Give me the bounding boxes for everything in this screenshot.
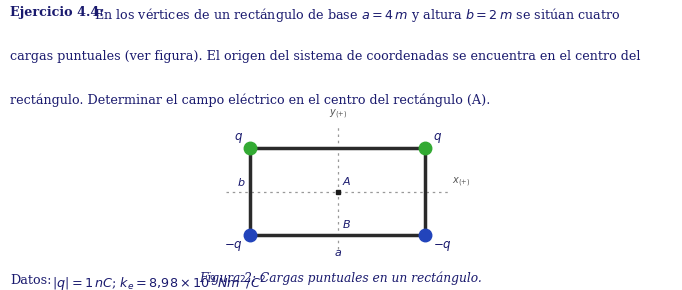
Text: $q$: $q$: [433, 130, 442, 145]
Text: Figura 2: Cargas puntuales en un rectángulo.: Figura 2: Cargas puntuales en un rectáng…: [200, 272, 482, 285]
Text: rectángulo. Determinar el campo eléctrico en el centro del rectángulo (A).: rectángulo. Determinar el campo eléctric…: [10, 94, 490, 108]
Text: $q$: $q$: [233, 130, 243, 145]
Text: $y_{(+)}$: $y_{(+)}$: [329, 108, 347, 121]
Text: cargas puntuales (ver figura). El origen del sistema de coordenadas se encuentra: cargas puntuales (ver figura). El origen…: [10, 50, 640, 63]
Text: Datos:: Datos:: [10, 274, 52, 287]
Text: $|q| = 1\,nC$; $k_e = 8{,}98 \times 10^9\,Nm^2/C^2$: $|q| = 1\,nC$; $k_e = 8{,}98 \times 10^9…: [52, 274, 267, 290]
Text: $a$: $a$: [333, 248, 342, 258]
Text: Ejercicio 4.4:: Ejercicio 4.4:: [10, 6, 104, 19]
Text: $-q$: $-q$: [433, 239, 452, 253]
Text: $B$: $B$: [342, 218, 351, 230]
Text: $b$: $b$: [237, 176, 246, 188]
Text: $-q$: $-q$: [224, 239, 243, 253]
Text: $x_{(+)}$: $x_{(+)}$: [452, 176, 471, 189]
Text: $A$: $A$: [342, 175, 352, 187]
Text: En los vértices de un rectángulo de base $a = 4\,m$ y altura $b = 2\,m$ se sitúa: En los vértices de un rectángulo de base…: [93, 6, 621, 24]
